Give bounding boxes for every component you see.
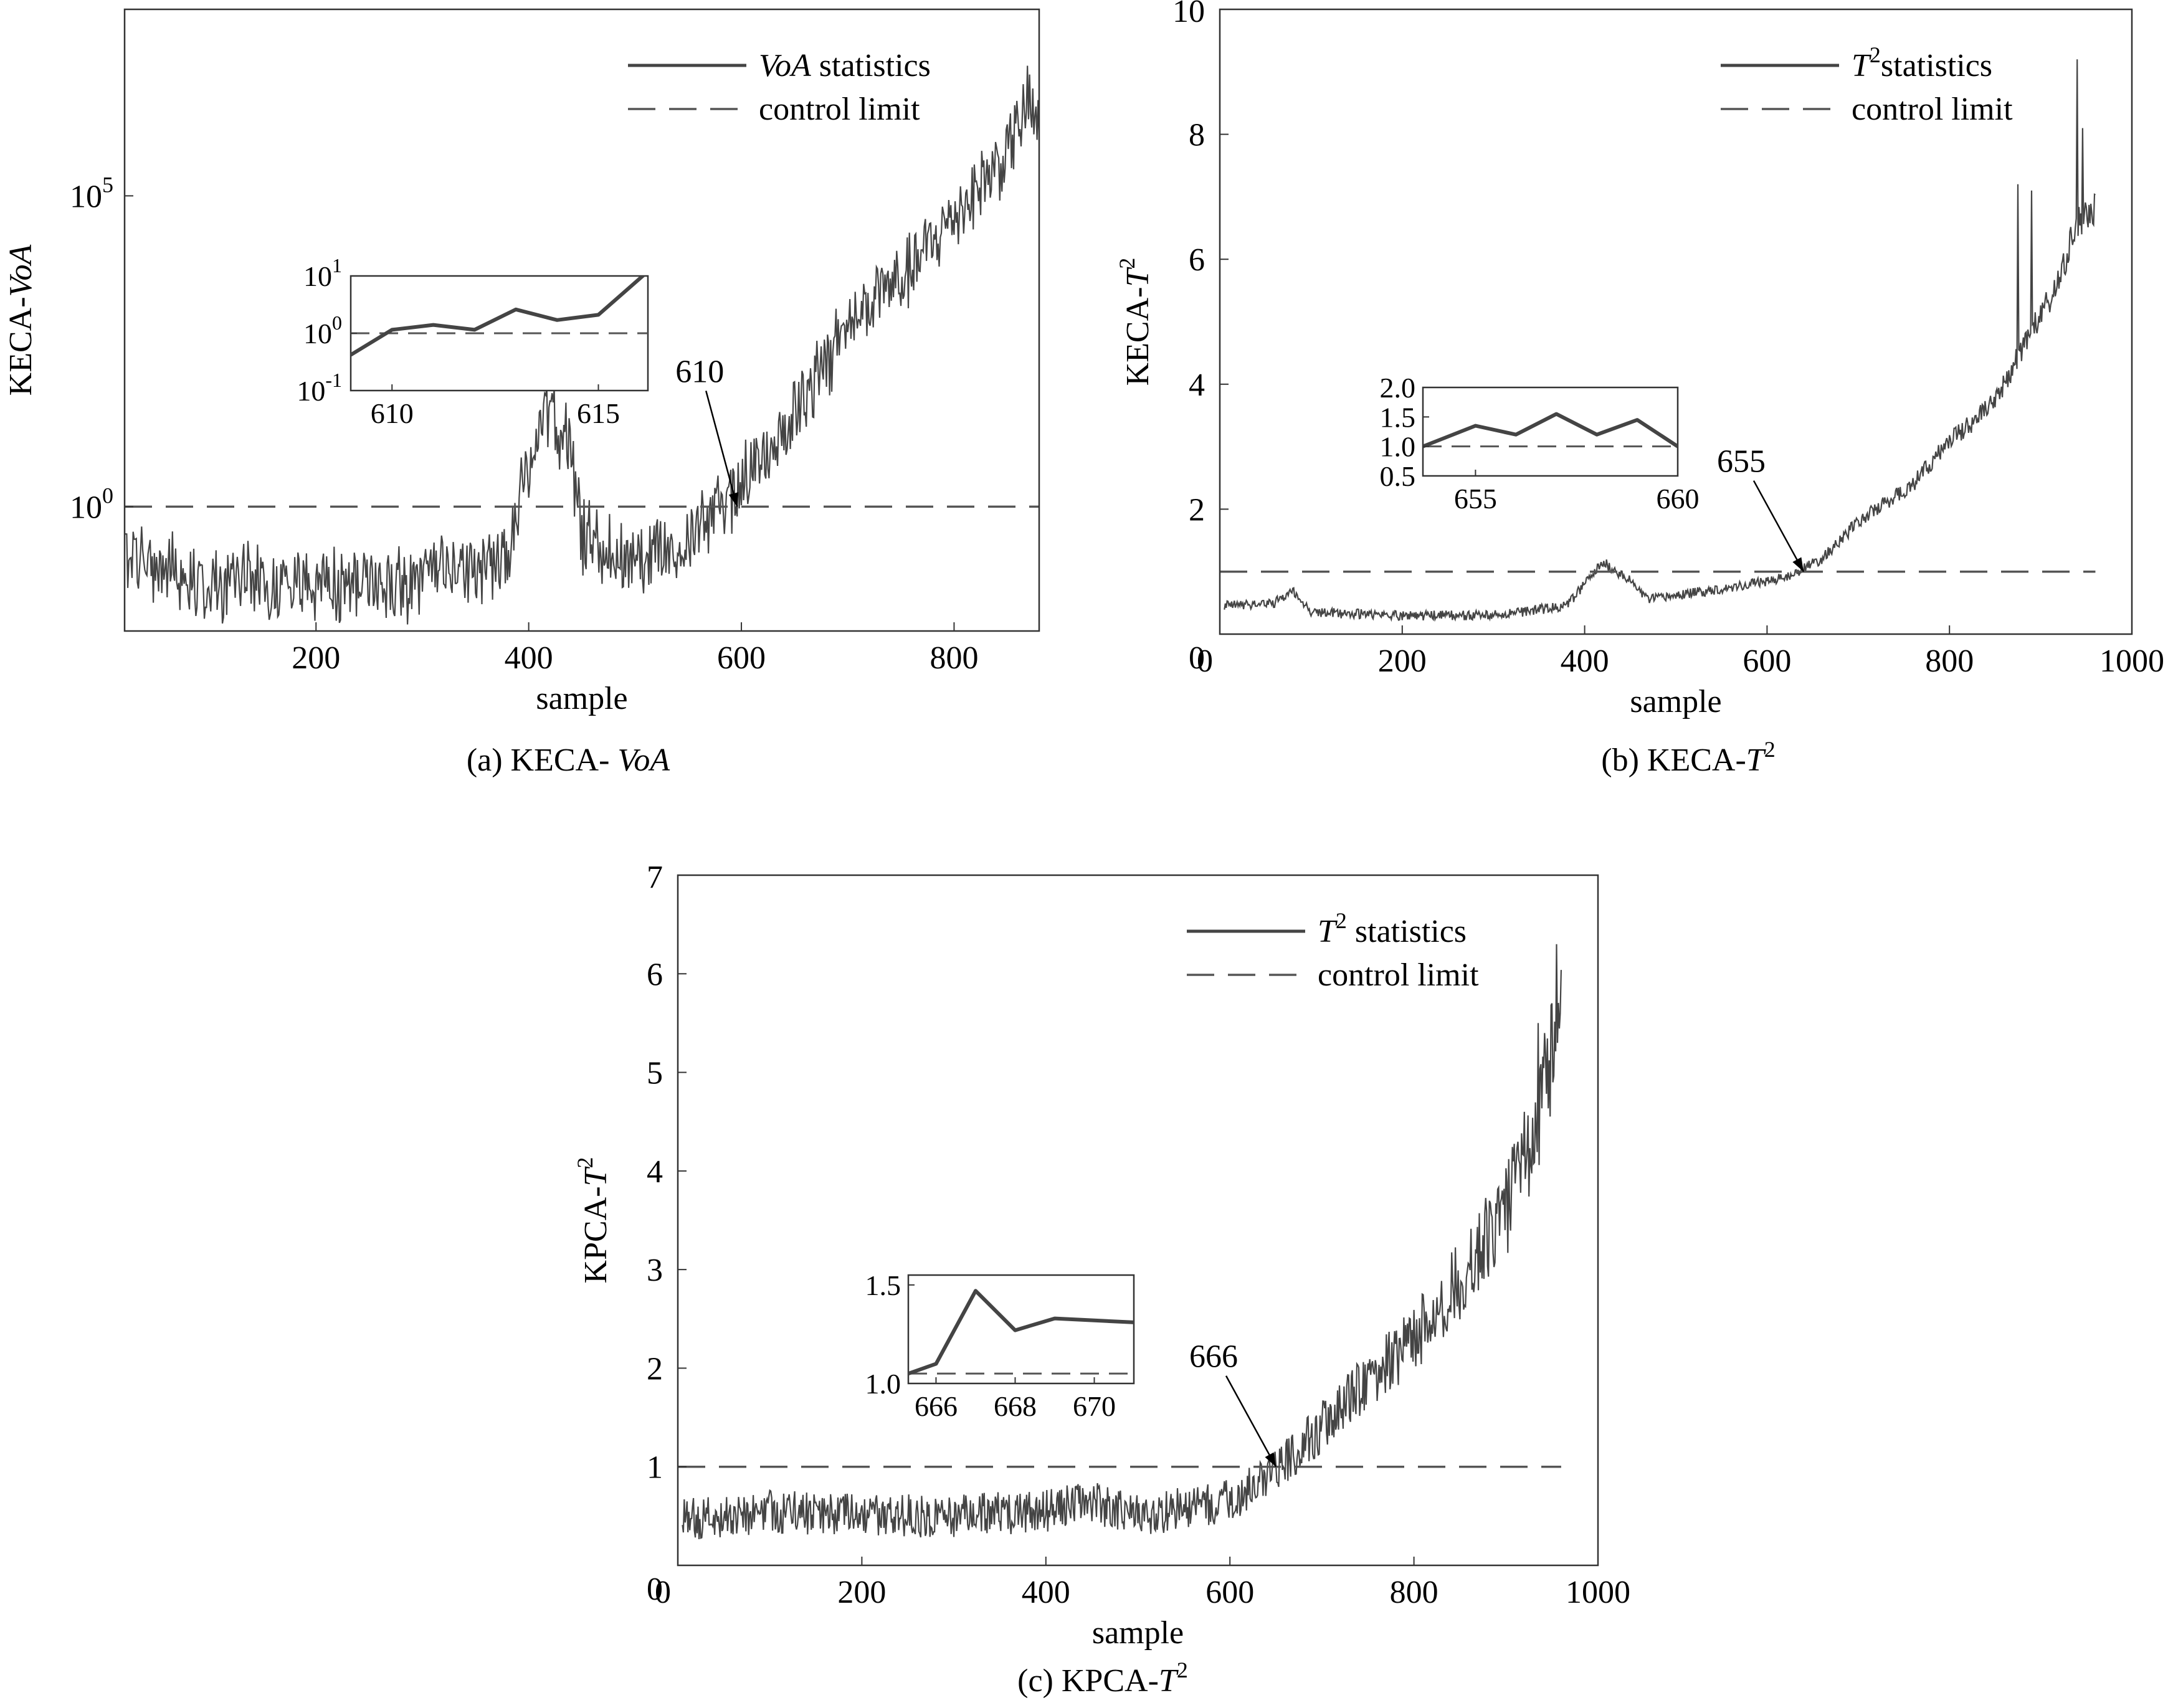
annotation-arrow-shaft [1752,480,1805,572]
x-axis-label: sample [1630,684,1721,719]
x-tick-label: 200 [1378,643,1427,679]
inset-chart: 655 660 0.51.01.52.0 [1380,372,1700,515]
legend-label-statistics: VoA statistics [759,48,931,83]
x-tick-label: 400 [1561,643,1609,679]
annotation-arrow-head [728,492,739,507]
x-tick-label: 600 [1743,643,1791,679]
x-tick-label: 600 [1205,1575,1254,1610]
inset-y-tick-label: 1.5 [1380,401,1416,433]
y-axis-label: KPCA-T2 [573,1157,614,1284]
annotation: 610 [675,354,739,507]
y-tick-label: 7 [647,860,663,895]
legend-label-control-limit: control limit [759,92,920,127]
x-tick-label: 200 [837,1575,886,1610]
y-tick-label: 4 [647,1154,663,1190]
y-tick-label: 0 [1189,640,1205,676]
annotation-label: 666 [1189,1339,1238,1375]
y-tick-label: 6 [647,957,663,992]
x-axis-label: sample [536,681,627,716]
y-tick-label: 5 [647,1056,663,1091]
x-tick-label: 600 [717,640,766,676]
plot-frame [1219,8,2133,635]
x-tick-label: 800 [1925,643,1974,679]
series-line-statistics [1224,59,2096,622]
annotation-arrow-head [1265,1452,1277,1467]
legend-label-statistics: T2 statistics [1318,908,1467,949]
y-tick-label: 1 [647,1450,663,1486]
inset-chart: 666 668 670 1.0 1.5 [865,1269,1135,1422]
annotation: 655 [1717,444,1805,572]
x-tick-label: 1000 [2099,643,2164,679]
y-tick-label: 3 [647,1253,663,1288]
legend: T2statistics control limit [1721,42,2013,127]
chart-panel-b: 0 200 400 600 800 1000 0 2 4 6 8 10 sample KECA-T2 (b)… [1115,0,2164,778]
inset-x-tick-label: 610 [371,397,414,429]
legend: T2 statistics control limit [1187,908,1479,993]
inset-y-tick-label: 0.5 [1380,460,1416,492]
plot-frame [123,8,1040,632]
annotation-arrow-shaft [705,391,738,507]
y-tick-label: 0 [647,1572,663,1607]
inset-x-tick-label: 666 [915,1390,958,1422]
inset-y-tick-label: 1.0 [1380,431,1416,463]
x-axis-label: sample [1092,1615,1184,1651]
y-tick-label: 2 [1189,492,1205,528]
legend-label-control-limit: control limit [1852,92,2013,127]
y-tick-label: 4 [1189,368,1205,403]
chart-panel-c: 0 200 400 600 800 1000 0 1 2 3 4 5 6 7 sample KPCA-T2 (c… [573,860,1630,1699]
y-tick-label: 105 [70,172,113,214]
inset-chart: 610 615 101 100 10-1 [297,254,649,429]
annotation-arrow-head [1792,557,1804,572]
x-tick-label: 800 [1390,1575,1438,1610]
inset-x-tick-label: 670 [1073,1390,1116,1422]
inset-x-tick-label: 668 [994,1390,1037,1422]
x-tick-label: 0 [655,1575,671,1610]
annotation: 666 [1189,1339,1277,1468]
y-tick-label: 6 [1189,242,1205,278]
figure-caption: (a) KECA- VoA [467,743,670,778]
legend-label-statistics: T2statistics [1852,42,1992,83]
annotation-label: 610 [675,354,724,389]
series-line-statistics [125,65,1039,625]
inset-series-line [908,1289,1134,1376]
y-tick-label: 10 [1172,0,1205,29]
inset-y-tick-label: 100 [303,311,342,349]
inset-y-tick-label: 101 [303,254,342,292]
y-tick-label: 8 [1189,118,1205,153]
y-axis-label: KECA-VoA [3,244,39,396]
inset-y-tick-label: 10-1 [297,369,342,407]
inset-series-line [1423,412,1678,448]
inset-x-tick-label: 615 [577,397,620,429]
annotation-label: 655 [1717,444,1766,480]
x-tick-label: 0 [1197,643,1213,679]
inset-y-tick-label: 2.0 [1380,372,1416,404]
y-axis-label: KECA-T2 [1115,258,1156,386]
chart-panel-a: 200 400 600 800 100 105 sample KECA-VoA (a) KECA… [3,8,1040,778]
inset-x-tick-label: 655 [1454,483,1497,515]
figure-caption: (c) KPCA-T2 [1017,1658,1188,1699]
legend-label-control-limit: control limit [1318,957,1479,993]
plot-frame [677,874,1599,1567]
x-tick-label: 400 [505,640,553,676]
inset-y-tick-label: 1.0 [865,1368,901,1400]
figure-caption: (b) KECA-T2 [1601,737,1775,778]
inset-y-tick-label: 1.5 [865,1269,901,1301]
legend: VoA statistics control limit [628,48,931,127]
y-tick-label: 100 [70,483,113,525]
inset-series-line [351,276,646,357]
x-tick-label: 400 [1022,1575,1070,1610]
annotation-arrow-shaft [1225,1375,1277,1468]
y-tick-label: 2 [647,1351,663,1387]
inset-x-tick-label: 660 [1657,483,1700,515]
x-tick-label: 1000 [1566,1575,1630,1610]
x-tick-label: 200 [292,640,340,676]
series-line-statistics [682,944,1562,1540]
x-tick-label: 800 [930,640,978,676]
